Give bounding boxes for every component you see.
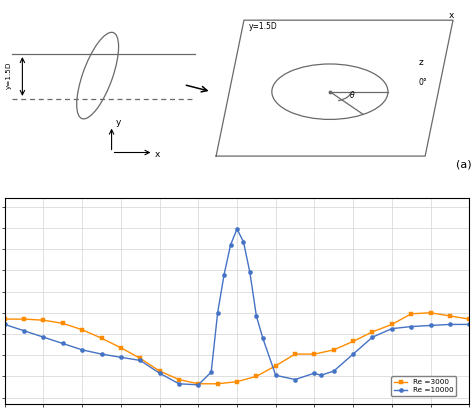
Re =10000	[157, 371, 163, 376]
Re =3000	[350, 339, 356, 344]
Re =10000	[428, 323, 433, 328]
Re =3000	[408, 311, 414, 316]
Re =10000	[176, 381, 182, 386]
Line: Re =10000: Re =10000	[3, 227, 471, 387]
Text: x: x	[448, 11, 454, 20]
Re =3000	[157, 368, 163, 373]
Re =10000	[228, 242, 233, 247]
Re =10000	[221, 272, 227, 277]
Text: 0°: 0°	[418, 78, 427, 86]
Re =3000	[60, 321, 65, 326]
Re =3000	[311, 352, 317, 357]
Re =10000	[234, 226, 240, 231]
Re =3000	[370, 329, 375, 334]
Re =10000	[311, 371, 317, 376]
Line: Re =3000: Re =3000	[2, 310, 472, 386]
Re =10000	[292, 377, 298, 382]
Re =10000	[118, 355, 124, 360]
Re =3000	[466, 317, 472, 322]
Re =10000	[247, 270, 253, 275]
Re =3000	[389, 322, 395, 327]
Text: y: y	[115, 118, 121, 126]
Re =10000	[370, 335, 375, 339]
Re =10000	[2, 322, 8, 327]
Text: y=1.5D: y=1.5D	[6, 62, 12, 89]
Re =10000	[389, 326, 395, 331]
Text: y=1.5D: y=1.5D	[248, 22, 277, 31]
Re =10000	[41, 335, 46, 339]
Re =10000	[209, 370, 214, 375]
Re =10000	[466, 322, 472, 327]
Re =10000	[331, 368, 337, 373]
Re =10000	[60, 341, 65, 346]
Re =10000	[137, 358, 143, 363]
Re =10000	[79, 347, 85, 352]
Re =10000	[318, 373, 324, 378]
Re =3000	[79, 327, 85, 332]
Legend: Re =3000, Re =10000: Re =3000, Re =10000	[391, 376, 456, 396]
Re =3000	[99, 336, 104, 341]
Re =10000	[408, 324, 414, 329]
Text: x: x	[155, 150, 160, 159]
Re =10000	[195, 382, 201, 387]
Re =3000	[234, 379, 240, 384]
Re =3000	[176, 377, 182, 382]
Re =10000	[350, 352, 356, 357]
Re =10000	[21, 328, 27, 333]
Re =3000	[254, 374, 259, 379]
Re =3000	[118, 345, 124, 350]
Re =10000	[99, 352, 104, 357]
Re =3000	[137, 356, 143, 361]
Re =3000	[447, 313, 453, 318]
Re =3000	[41, 318, 46, 323]
Text: (a): (a)	[456, 160, 472, 170]
Re =3000	[21, 317, 27, 322]
Re =10000	[260, 336, 265, 341]
Re =10000	[273, 373, 279, 378]
Re =10000	[241, 239, 246, 244]
Text: z: z	[418, 58, 423, 67]
Text: $\theta$: $\theta$	[349, 89, 356, 100]
Re =3000	[215, 381, 220, 386]
Re =3000	[292, 352, 298, 357]
Re =3000	[273, 363, 279, 368]
Re =3000	[195, 381, 201, 386]
Re =3000	[331, 347, 337, 352]
Re =10000	[215, 310, 220, 315]
Re =10000	[254, 313, 259, 318]
Re =3000	[2, 317, 8, 322]
Re =3000	[428, 310, 433, 315]
Re =10000	[447, 322, 453, 327]
